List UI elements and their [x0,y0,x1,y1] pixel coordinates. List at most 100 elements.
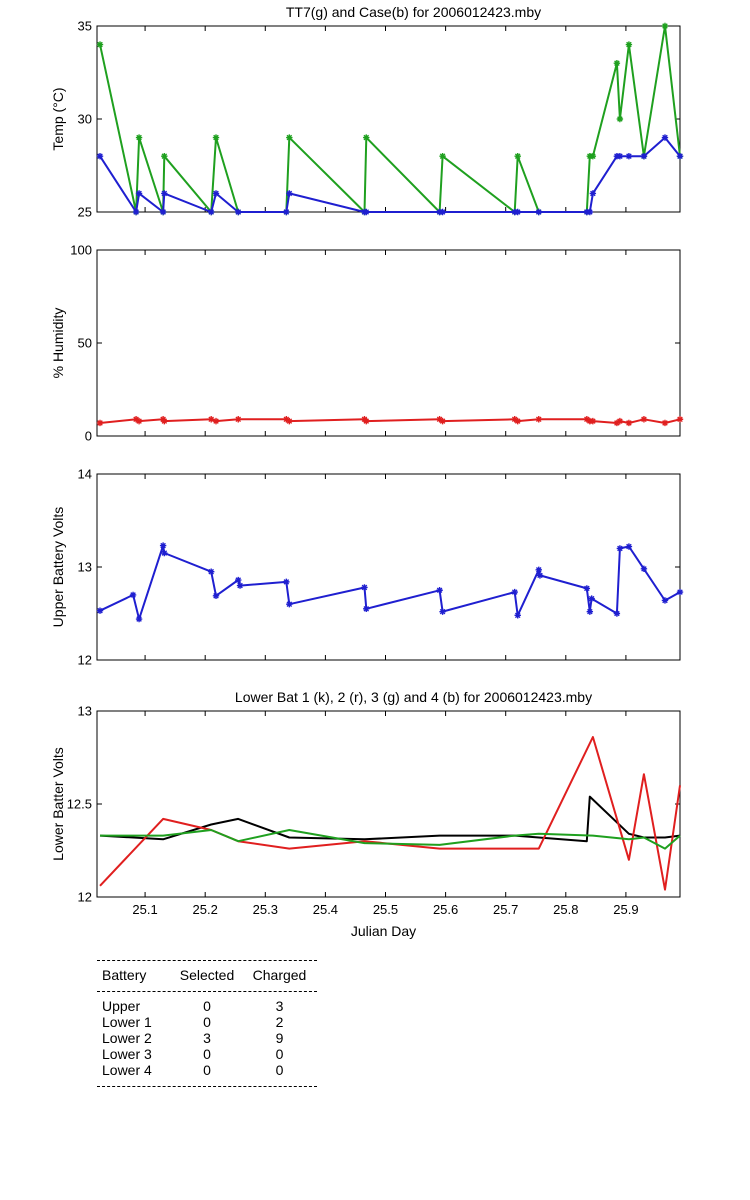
x-tick-label: 25.2 [193,902,218,917]
y-tick-label: 30 [78,112,92,127]
data-point [661,22,669,30]
plot-frame [96,25,681,213]
data-point [212,190,220,197]
data-point [514,417,521,425]
data-point [436,416,443,423]
data-point [363,134,370,141]
data-point [514,208,521,216]
data-point [135,417,143,425]
data-point [535,566,542,573]
y-tick-label: 100 [70,243,92,258]
row-selected: 0 [203,998,211,1014]
data-point [129,591,137,599]
y-axis-label: Upper Battery Volts [50,507,66,628]
table-rule-mid [97,991,317,992]
data-point [96,41,104,48]
data-point [583,585,591,592]
y-tick-label: 25 [78,205,92,220]
series-line [99,544,681,621]
y-tick-label: 12 [78,890,92,905]
data-point [159,542,167,549]
data-point [676,416,684,423]
y-tick-label: 13 [78,560,92,575]
data-point [286,134,293,141]
series-line [99,25,681,213]
data-point [159,208,167,216]
data-point [283,578,290,586]
data-point [616,545,624,552]
data-point [625,153,633,160]
data-point [640,565,648,573]
data-point [212,134,220,141]
header-battery: Battery [102,967,147,983]
row-battery: Lower 1 [102,1014,152,1030]
data-point [235,208,242,216]
y-tick-label: 12.5 [67,797,92,812]
table-rule-bottom [97,1086,317,1087]
row-charged: 3 [275,998,284,1014]
data-point [96,607,104,614]
data-point [613,60,621,67]
data-point [661,419,669,427]
table-row: Lower 1 0 2 [97,1014,317,1030]
data-point [135,134,143,141]
series-line [99,736,681,891]
data-point [207,416,215,423]
row-charged: 0 [275,1046,284,1062]
data-point [589,153,597,160]
data-point [613,610,621,617]
header-selected: Selected [179,967,235,983]
data-point [161,549,168,557]
data-point [616,417,624,425]
data-point [439,153,446,160]
data-point [361,584,368,591]
data-point [283,208,290,216]
table-rule-top [97,960,317,961]
data-point [589,417,597,425]
data-point [640,416,648,423]
series-line [99,795,681,843]
data-point [514,612,521,619]
data-point [676,153,684,160]
series-line [100,829,681,850]
data-point [135,615,143,623]
data-point [236,582,244,589]
data-point [625,419,633,427]
row-charged: 0 [275,1062,284,1078]
data-point [613,419,621,427]
x-axis-label: Julian Day [351,923,416,939]
row-battery: Lower 4 [102,1062,152,1078]
data-point [135,190,143,197]
y-tick-label: 14 [78,467,92,482]
table-row: Lower 2 3 9 [97,1030,317,1046]
data-point [535,208,542,216]
data-point [661,134,669,141]
y-tick-label: 0 [85,429,92,444]
data-point [286,190,293,197]
data-point [511,588,518,596]
data-point [161,417,168,425]
data-point [132,208,140,216]
row-selected: 0 [203,1062,211,1078]
x-tick-label: 25.8 [553,902,578,917]
data-point [514,153,521,160]
y-axis-label: Lower Batter Volts [50,747,66,861]
row-selected: 3 [203,1030,211,1046]
data-point [616,153,624,160]
table-header: Battery Selected Charged [97,961,317,991]
data-point [616,115,624,123]
data-point [439,417,446,425]
data-point [212,592,220,600]
table-row: Lower 4 0 0 [97,1062,317,1078]
data-point [286,417,293,425]
header-charged: Charged [252,967,307,983]
x-tick-label: 25.1 [132,902,157,917]
y-tick-label: 13 [78,704,92,719]
data-point [589,190,597,197]
figure: 25 30 35 TT7(g) and Case(b) for 2006012423.… [50,4,684,939]
battery-table: Battery Selected Charged Upper 0 3 Lower… [97,960,317,1087]
data-point [536,572,544,579]
data-point [511,416,518,423]
plot-frame [96,473,681,661]
x-tick-label: 25.6 [433,902,458,917]
